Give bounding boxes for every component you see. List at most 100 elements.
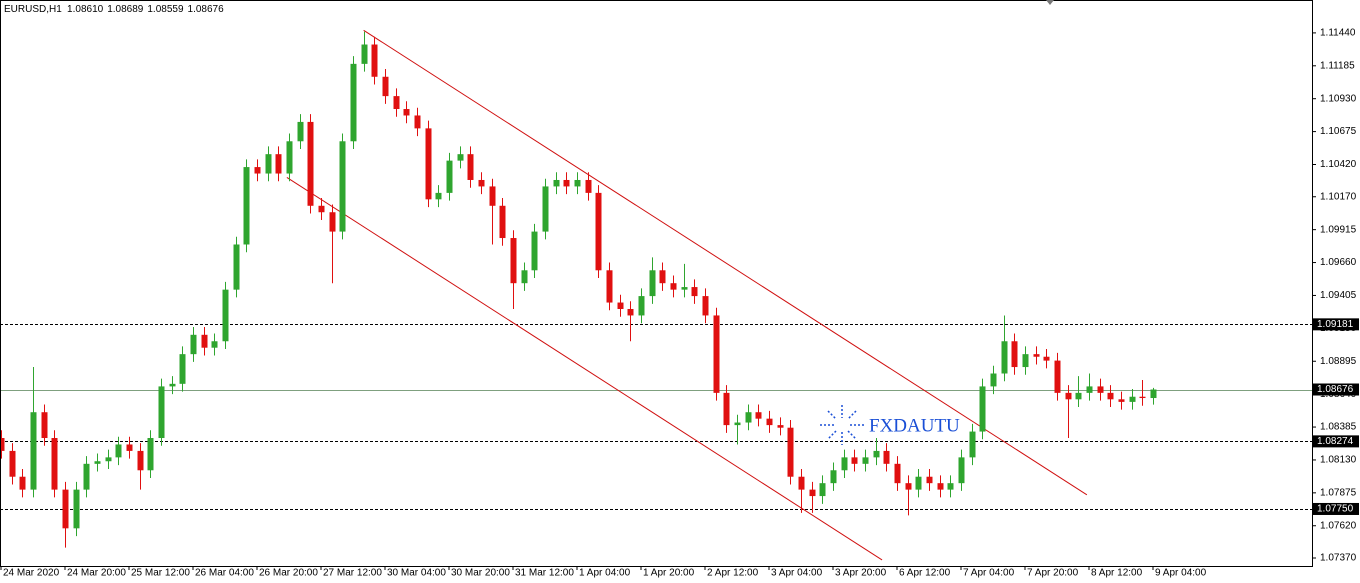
- candle-body: [9, 450, 16, 477]
- candle-body: [275, 154, 282, 174]
- candle-body: [222, 289, 229, 342]
- candle-body: [862, 457, 869, 464]
- candle-body: [809, 489, 816, 497]
- candle-body: [286, 141, 293, 174]
- candle-body: [745, 412, 752, 423]
- watermark-icon: [820, 405, 866, 445]
- plot-frame: [0, 0, 1313, 567]
- candle-body: [659, 270, 666, 284]
- candle-body: [670, 283, 677, 290]
- candle-body: [158, 386, 165, 439]
- candle-body: [467, 154, 474, 180]
- candle-body: [723, 392, 730, 426]
- candle-body: [1139, 396, 1146, 399]
- x-tick-label: 2 Apr 12:00: [707, 568, 759, 579]
- x-tick-label: 25 Mar 12:00: [131, 568, 190, 579]
- y-tick-label: 1.07620: [1320, 520, 1357, 531]
- candle-body: [73, 489, 80, 529]
- x-tick-label: 26 Mar 04:00: [195, 568, 254, 579]
- y-tick-label: 1.10170: [1320, 191, 1357, 202]
- candle-body: [371, 44, 378, 77]
- trend-line: [363, 29, 1088, 496]
- candle-body: [937, 483, 944, 490]
- x-tick-label: 31 Mar 12:00: [515, 568, 574, 579]
- x-tick-label: 3 Apr 04:00: [771, 568, 823, 579]
- candle-body: [51, 438, 58, 490]
- candle-body: [915, 476, 922, 490]
- candle-body: [1065, 392, 1072, 400]
- candle-body: [446, 160, 453, 193]
- candle-body: [873, 450, 880, 458]
- candle-body: [307, 121, 314, 206]
- x-tick-label: 30 Mar 20:00: [451, 568, 510, 579]
- x-tick-label: 3 Apr 20:00: [835, 568, 887, 579]
- x-tick-label: 30 Mar 04:00: [387, 568, 446, 579]
- candle-body: [1129, 396, 1136, 402]
- candle-body: [318, 205, 325, 213]
- x-tick-label: 8 Apr 12:00: [1091, 568, 1143, 579]
- x-tick-label: 1 Apr 04:00: [579, 568, 631, 579]
- candle-body: [179, 354, 186, 384]
- price-tag-label: 1.09181: [1317, 319, 1354, 330]
- candle-body: [905, 483, 912, 490]
- candle-body: [393, 96, 400, 110]
- candle-body: [457, 154, 464, 161]
- candle-body: [681, 287, 688, 290]
- candle-body: [126, 444, 133, 451]
- candle-body: [627, 308, 634, 316]
- candle-body: [713, 315, 720, 393]
- y-tick-label: 1.09915: [1320, 224, 1357, 235]
- candle-body: [830, 470, 837, 484]
- x-tick-label: 7 Apr 04:00: [963, 568, 1015, 579]
- candle-body: [254, 167, 261, 174]
- candle-body: [297, 121, 304, 142]
- candle-body: [979, 386, 986, 432]
- x-tick-label: 1 Apr 20:00: [643, 568, 695, 579]
- shift-marker: [1046, 0, 1054, 5]
- candle-body: [425, 128, 432, 200]
- candle-body: [41, 412, 48, 439]
- x-tick-label: 6 Apr 12:00: [899, 568, 951, 579]
- candle-body: [83, 463, 90, 490]
- price-tag-label: 1.08274: [1317, 436, 1354, 447]
- candle-body: [851, 457, 858, 464]
- candle-body: [19, 476, 26, 490]
- candle-body: [574, 179, 581, 187]
- price-tag-label: 1.08676: [1317, 384, 1354, 395]
- candle-body: [115, 444, 122, 458]
- candle-body: [926, 476, 933, 484]
- candle-body: [969, 431, 976, 458]
- y-tick-label: 1.08385: [1320, 422, 1357, 433]
- y-tick-label: 1.08895: [1320, 356, 1357, 367]
- candle-body: [1033, 354, 1040, 357]
- candle-body: [542, 186, 549, 232]
- high-label: 1.08689: [107, 4, 144, 15]
- candle-body: [787, 427, 794, 477]
- y-tick-label: 1.11185: [1320, 60, 1355, 71]
- candle-body: [435, 192, 442, 200]
- y-tick-label: 1.10420: [1320, 159, 1357, 170]
- candle-body: [403, 109, 410, 116]
- candle-body: [1097, 386, 1104, 393]
- candle-body: [1118, 399, 1125, 402]
- candle-body: [766, 418, 773, 426]
- candle-body: [30, 412, 37, 490]
- candle-body: [414, 115, 421, 129]
- candle-body: [947, 483, 954, 490]
- y-tick-label: 1.09660: [1320, 257, 1357, 268]
- watermark: FXDAUTU: [869, 415, 960, 436]
- candle-body: [638, 296, 645, 316]
- candle-body: [1107, 392, 1114, 400]
- candle-body: [94, 461, 101, 464]
- candle-body: [990, 373, 997, 387]
- candle-body: [137, 450, 144, 471]
- candle-body: [382, 76, 389, 97]
- price-tag: [1313, 435, 1359, 448]
- price-tag: [1313, 383, 1359, 396]
- candle-body: [606, 270, 613, 303]
- candle-body: [265, 154, 272, 174]
- candle-body: [499, 205, 506, 239]
- close-label: 1.08676: [188, 4, 225, 15]
- candle-body: [211, 341, 218, 348]
